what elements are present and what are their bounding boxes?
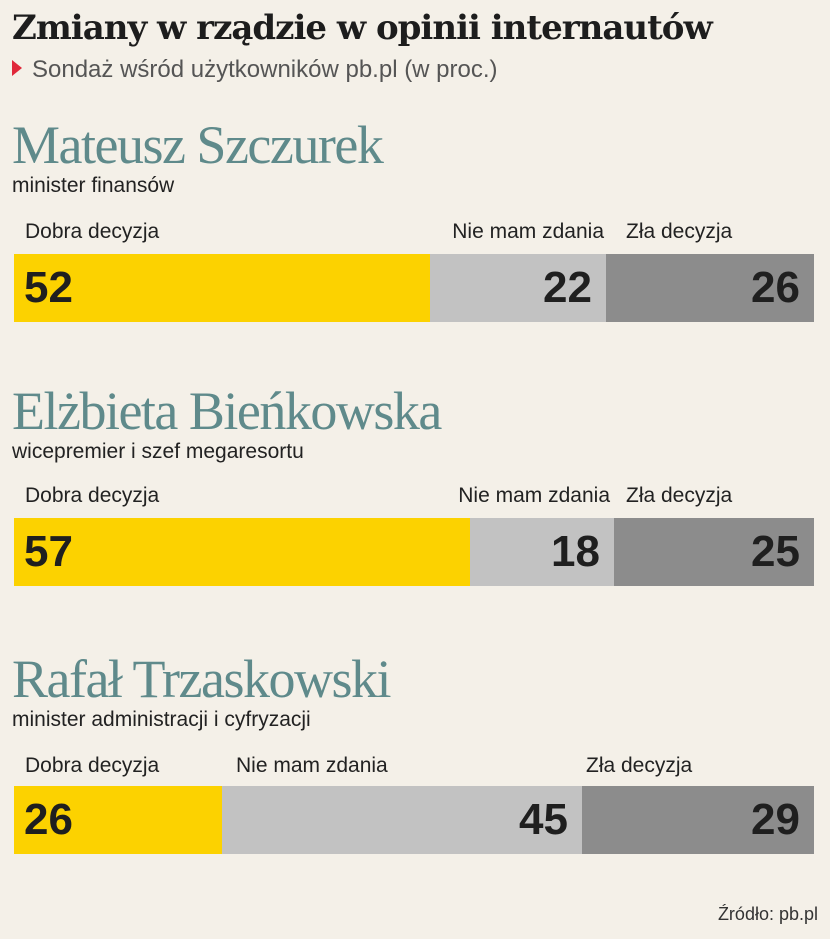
label-zla-decyzja: Zła decyzja — [626, 484, 733, 507]
source-note: Źródło: pb.pl — [717, 904, 818, 924]
label-zla-decyzja: Zła decyzja — [626, 220, 733, 243]
value-label: 25 — [751, 527, 800, 576]
value-label: 45 — [519, 795, 568, 844]
segment-zla-decyzja: 29 — [582, 786, 814, 854]
chart-title: Zmiany w rządzie w opinii internautów — [12, 8, 713, 48]
value-label: 57 — [24, 527, 73, 576]
label-nie-mam-zdania: Nie mam zdania — [236, 754, 388, 777]
segment-dobra-decyzja: 26 — [14, 786, 222, 854]
label-nie-mam-zdania: Nie mam zdania — [458, 484, 610, 507]
person-role: wicepremier i szef megaresortu — [12, 440, 304, 463]
value-label: 52 — [24, 263, 73, 312]
stacked-bar: 57 18 25 — [14, 518, 814, 586]
person-name: Mateusz Szczurek — [12, 115, 384, 175]
triangle-marker-icon — [12, 60, 22, 76]
chart-subtitle-text: Sondaż wśród użytkowników pb.pl (w proc.… — [32, 56, 498, 83]
segment-dobra-decyzja: 57 — [14, 518, 470, 586]
stacked-bar: 26 45 29 — [14, 786, 814, 854]
value-label: 22 — [543, 263, 592, 312]
stacked-bar: 52 22 26 — [14, 254, 814, 322]
segment-nie-mam-zdania: 22 — [430, 254, 606, 322]
person-name: Elżbieta Bieńkowska — [12, 381, 442, 441]
chart-subtitle: Sondaż wśród użytkowników pb.pl (w proc.… — [12, 56, 498, 84]
person-name: Rafał Trzaskowski — [12, 649, 392, 709]
value-label: 26 — [751, 263, 800, 312]
segment-nie-mam-zdania: 45 — [222, 786, 582, 854]
segment-nie-mam-zdania: 18 — [470, 518, 614, 586]
segment-zla-decyzja: 26 — [606, 254, 814, 322]
value-label: 18 — [551, 527, 600, 576]
value-label: 26 — [24, 795, 73, 844]
label-dobra-decyzja: Dobra decyzja — [25, 484, 160, 507]
label-zla-decyzja: Zła decyzja — [586, 754, 693, 777]
person-role: minister finansów — [12, 174, 175, 197]
person-role: minister administracji i cyfryzacji — [12, 708, 311, 731]
segment-dobra-decyzja: 52 — [14, 254, 430, 322]
label-nie-mam-zdania: Nie mam zdania — [452, 220, 604, 243]
value-label: 29 — [751, 795, 800, 844]
label-dobra-decyzja: Dobra decyzja — [25, 220, 160, 243]
segment-zla-decyzja: 25 — [614, 518, 814, 586]
label-dobra-decyzja: Dobra decyzja — [25, 754, 160, 777]
